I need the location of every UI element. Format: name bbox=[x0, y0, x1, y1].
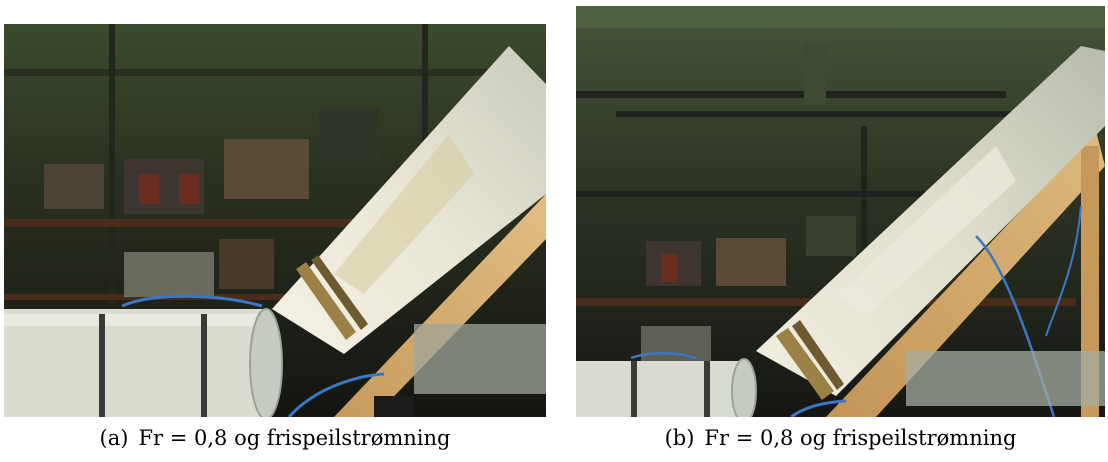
caption-text-a: Fr = 0,8 og frispeilstrømning bbox=[138, 426, 451, 450]
caption-a: (a) Fr = 0,8 og frispeilstrømning bbox=[4, 426, 546, 450]
caption-label-b: (b) bbox=[664, 426, 695, 450]
photo-panel-a bbox=[4, 24, 546, 417]
caption-text-b: Fr = 0,8 og frispeilstrømning bbox=[704, 426, 1017, 450]
pipe-flow-photo-b bbox=[576, 6, 1105, 417]
pipe-flow-photo-a bbox=[4, 24, 546, 417]
photo-panel-b bbox=[576, 6, 1105, 417]
caption-label-a: (a) bbox=[99, 426, 129, 450]
caption-b: (b) Fr = 0,8 og frispeilstrømning bbox=[576, 426, 1105, 450]
